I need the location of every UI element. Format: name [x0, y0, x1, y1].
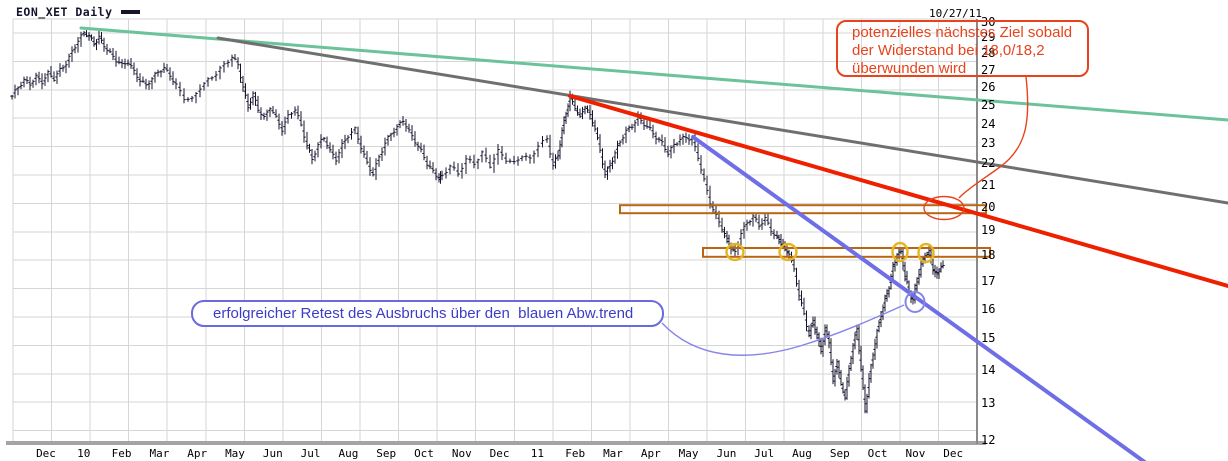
- gold-highlight-circle-4: [917, 242, 935, 264]
- target-annotation-line3: überwunden wird: [852, 60, 967, 77]
- series-color-swatch: [120, 10, 140, 14]
- retest-annotation-text: erfolgreicher Retest des Ausbruchs über …: [213, 305, 634, 322]
- target-annotation-box: potenzielles nächstes Ziel sobald der Wi…: [836, 20, 1089, 77]
- retest-annotation-box: erfolgreicher Retest des Ausbruchs über …: [191, 300, 664, 327]
- chart-title: EON_XET Daily: [16, 5, 140, 19]
- y-axis-label-29: 29: [981, 30, 996, 44]
- x-axis-label-21-sep: Sep: [829, 447, 850, 460]
- x-axis-label-5-may: May: [225, 447, 245, 460]
- y-axis-label-16: 16: [981, 302, 996, 316]
- target-callout-curve: [958, 76, 1029, 199]
- x-axis-label-8-aug: Aug: [338, 447, 359, 460]
- x-axis-label-12-dec: Dec: [489, 447, 510, 460]
- y-axis-label-26: 26: [981, 80, 996, 94]
- chart-title-text: EON_XET Daily: [16, 5, 113, 19]
- y-axis-label-18: 18: [981, 248, 996, 262]
- x-axis-label-7-jul: Jul: [300, 447, 321, 460]
- x-axis-label-9-sep: Sep: [376, 447, 397, 460]
- y-axis-label-28: 28: [981, 46, 996, 60]
- price-bars: [11, 30, 944, 414]
- x-axis-label-17-may: May: [678, 447, 699, 460]
- target-highlight-ellipse: [923, 195, 965, 221]
- y-axis-label-19: 19: [981, 223, 996, 237]
- x-axis-label-15-mar: Mar: [603, 447, 623, 460]
- x-axis-label-14-feb: Feb: [565, 447, 586, 460]
- target-annotation-line2: der Widerstand bei 18,0/18,2: [852, 42, 1045, 59]
- retest-callout-curve: [661, 304, 905, 356]
- y-axis-label-13: 13: [981, 396, 996, 410]
- y-axis-label-24: 24: [981, 117, 996, 131]
- steep-downtrend-blue: [691, 135, 1147, 461]
- x-axis-label-23-nov: Nov: [905, 447, 926, 460]
- x-axis-label-18-jun: Jun: [716, 447, 737, 460]
- x-axis-label-24-dec: Dec: [943, 447, 964, 460]
- y-axis-label-22: 22: [981, 156, 996, 170]
- y-axis-label-27: 27: [981, 63, 996, 77]
- cursor-date-label: 10/27/11: [929, 7, 982, 20]
- x-axis-label-11-nov: Nov: [451, 447, 472, 460]
- y-axis-label-23: 23: [981, 136, 996, 150]
- downtrend-2011-red: [568, 94, 1228, 288]
- x-axis-label-20-aug: Aug: [792, 447, 812, 460]
- grid-lines: [12, 18, 978, 443]
- y-axis-label-14: 14: [981, 363, 996, 377]
- y-axis-label-17: 17: [981, 274, 996, 288]
- x-axis-label-19-jul: Jul: [754, 447, 775, 460]
- x-axis-label-4-apr: Apr: [187, 447, 208, 460]
- secondary-resistance-gray: [216, 36, 1228, 205]
- y-axis-label-12: 12: [981, 433, 996, 447]
- gold-highlight-circle-2: [778, 242, 798, 262]
- x-axis-label-13-11: 11: [530, 447, 545, 460]
- x-axis-label-0-dec: Dec: [36, 447, 56, 460]
- y-axis-label-15: 15: [981, 331, 996, 345]
- y-axis-label-30: 30: [981, 15, 996, 29]
- x-axis-label-3-mar: Mar: [149, 447, 170, 460]
- x-axis-label-22-oct: Oct: [867, 447, 888, 460]
- x-axis-label-6-jun: Jun: [262, 447, 283, 460]
- x-axis-label-16-apr: Apr: [640, 447, 661, 460]
- retest-highlight-circle: [904, 291, 926, 313]
- target-annotation-line1: potenzielles nächstes Ziel sobald: [852, 24, 1073, 41]
- gold-highlight-circle-3: [891, 241, 909, 263]
- x-axis-label-10-oct: Oct: [414, 447, 434, 460]
- x-axis-line: [6, 441, 986, 445]
- y-axis-label-25: 25: [981, 98, 996, 112]
- x-axis-label-2-feb: Feb: [111, 447, 132, 460]
- resistance-20-box: [619, 204, 987, 215]
- long-term-resistance-green: [79, 26, 1228, 122]
- x-axis-label-1-10: 10: [77, 447, 91, 460]
- y-axis-label-20: 20: [981, 200, 996, 214]
- y-axis-label-21: 21: [981, 178, 996, 192]
- gold-highlight-circle-1: [725, 242, 745, 262]
